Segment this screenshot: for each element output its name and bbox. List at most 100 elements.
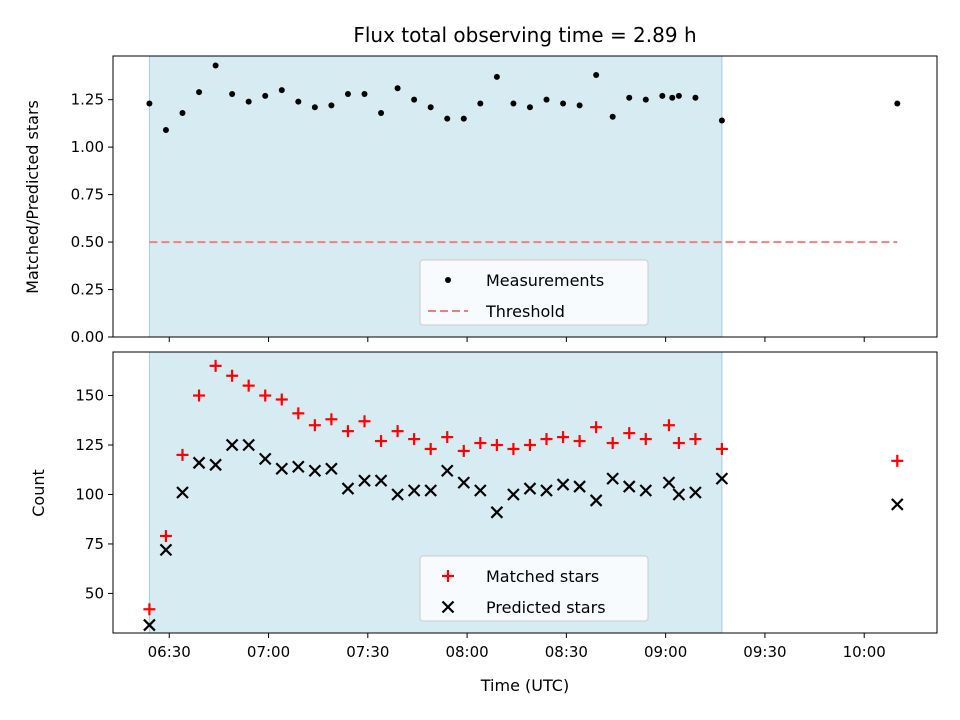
predicted-stars-point: [523, 482, 537, 495]
bottom-series-0: [143, 359, 904, 616]
predicted-stars-point: [391, 488, 404, 501]
matched-stars-point: [441, 431, 454, 444]
x-tick-label: 06:30: [148, 643, 191, 661]
predicted-stars-point: [374, 474, 388, 487]
predicted-stars-point: [622, 480, 636, 493]
measurement-point: [444, 115, 451, 122]
measurement-point: [278, 87, 285, 94]
x-tick-label: 07:00: [247, 643, 290, 661]
matched-stars-point: [606, 437, 619, 450]
predicted-stars-point: [715, 472, 729, 485]
predicted-stars-point: [689, 486, 702, 499]
legend-entry: Threshold: [428, 302, 565, 321]
measurement-point: [526, 104, 533, 111]
legend-entry: Measurements: [445, 271, 604, 290]
top-y-tick-label: 0.00: [71, 328, 104, 346]
matched-stars-point: [193, 389, 206, 402]
matched-stars-point: [891, 454, 904, 467]
predicted-stars-point: [242, 438, 255, 452]
measurement-point: [609, 113, 616, 120]
predicted-stars-point: [589, 494, 603, 507]
x-axis-label: Time (UTC): [480, 676, 569, 695]
predicted-stars-point: [176, 486, 189, 499]
bottom-y-tick-label: 75: [85, 535, 104, 553]
predicted-stars-point: [225, 438, 239, 452]
matched-stars-point: [639, 433, 652, 446]
matched-stars-point: [490, 439, 503, 452]
matched-stars-point: [672, 437, 685, 450]
bottom-y-tick-label: 100: [75, 485, 104, 503]
predicted-stars-point: [662, 476, 676, 489]
measurement-point: [543, 96, 550, 103]
matched-stars-point: [557, 431, 570, 444]
top-y-axis-label: Matched/Predicted stars: [23, 100, 42, 294]
predicted-stars-point: [358, 474, 371, 487]
measurement-point: [576, 102, 583, 109]
measurement-point: [675, 92, 682, 99]
measurement-point: [311, 104, 318, 111]
top-y-tick-label: 0.75: [71, 186, 104, 204]
matched-stars-point: [159, 530, 172, 543]
matched-stars-point: [242, 379, 255, 392]
top-y-tick-label: 1.25: [71, 91, 104, 109]
legend-marker: [445, 277, 451, 283]
predicted-stars-point: [440, 464, 454, 478]
matched-stars-point: [259, 389, 272, 402]
matched-stars-point: [689, 433, 702, 446]
matched-stars-point: [358, 415, 371, 428]
predicted-stars-point: [308, 464, 322, 478]
predicted-stars-point: [540, 484, 553, 497]
x-tick-label: 08:00: [445, 643, 488, 661]
legend-entry: Predicted stars: [441, 598, 606, 617]
matched-stars-point: [662, 419, 675, 432]
x-tick-label: 10:00: [843, 643, 886, 661]
predicted-stars-point: [143, 618, 156, 632]
measurement-point: [212, 62, 219, 69]
measurement-point: [669, 94, 676, 101]
matched-stars-point: [408, 433, 421, 446]
top-y-tick-label: 0.50: [71, 233, 104, 251]
bottom-axes-frame: [112, 351, 938, 634]
matched-stars-point: [715, 442, 728, 455]
matched-stars-point: [341, 425, 354, 438]
measurement-point: [411, 96, 418, 103]
measurement-point: [361, 90, 368, 97]
x-tick-label: 09:00: [644, 643, 687, 661]
matched-stars-point: [375, 435, 388, 448]
legend-label: Matched stars: [486, 567, 599, 586]
matched-stars-point: [573, 435, 586, 448]
bottom-legend-box: [419, 555, 649, 622]
measurement-point: [659, 92, 666, 99]
measurement-point: [626, 94, 633, 101]
measurement-point: [146, 100, 153, 107]
legend-marker: [441, 600, 455, 614]
matched-stars-point: [623, 427, 636, 440]
predicted-stars-point: [672, 488, 686, 501]
top-y-tick-label: 1.00: [71, 138, 104, 156]
measurement-point: [718, 117, 725, 124]
measurement-point: [262, 92, 269, 99]
top-axes-frame: [112, 55, 938, 338]
measurement-point: [196, 89, 203, 96]
predicted-stars-point: [275, 462, 289, 476]
matched-stars-point: [226, 369, 239, 382]
bottom-y-tick-label: 150: [75, 387, 104, 405]
predicted-stars-point: [209, 458, 222, 472]
predicted-stars-point: [159, 543, 173, 557]
legend-label: Measurements: [486, 271, 604, 290]
predicted-stars-point: [192, 456, 206, 470]
x-tick-label: 07:30: [346, 643, 389, 661]
predicted-stars-point: [606, 472, 619, 485]
predicted-stars-point: [424, 484, 437, 497]
predicted-stars-point: [556, 478, 570, 491]
bottom-y-tick-label: 50: [85, 584, 104, 602]
matched-stars-point: [507, 442, 520, 455]
predicted-stars-point: [292, 460, 305, 474]
top-legend-box: [419, 259, 649, 326]
matched-stars-point: [292, 407, 305, 420]
matched-stars-point: [474, 437, 487, 450]
measurement-point: [344, 90, 351, 97]
bottom-panel: 50 75 100 125 150 06:30 07:00 07:30 08:00 08:30 09…: [75, 351, 938, 661]
predicted-stars-point: [891, 498, 904, 511]
